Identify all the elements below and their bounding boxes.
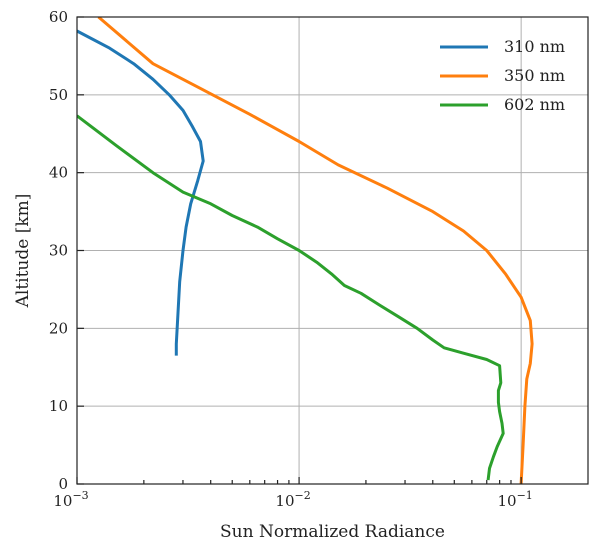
y-tick-label: 10 xyxy=(49,397,68,415)
x-tick-base: 10 xyxy=(275,492,294,510)
grid xyxy=(76,16,588,485)
ticks xyxy=(76,16,522,485)
x-axis-label: Sun Normalized Radiance xyxy=(220,522,445,542)
x-tick-exponent: −1 xyxy=(517,489,533,502)
x-tick-base: 10 xyxy=(53,492,72,510)
series-line-3 xyxy=(77,114,505,481)
legend-label: 350 nm xyxy=(504,66,565,85)
x-tick-label: 10−2 xyxy=(275,489,310,510)
y-tick-label: 50 xyxy=(49,86,68,104)
y-tick-label: 30 xyxy=(49,242,68,260)
y-tick-label: 40 xyxy=(49,164,68,182)
x-tick-label: 10−3 xyxy=(53,489,88,510)
y-tick-label: 0 xyxy=(58,475,68,493)
y-axis-label: Altitude [km] xyxy=(13,194,33,309)
y-tick-label: 60 xyxy=(49,8,68,26)
series-line-2 xyxy=(97,17,534,484)
plot-lines xyxy=(77,17,534,484)
x-tick-label: 10−1 xyxy=(497,489,532,510)
y-tick-labels: 0 10 20 30 40 50 60 xyxy=(49,8,68,493)
legend-label: 310 nm xyxy=(504,37,565,56)
y-tick-label: 20 xyxy=(49,319,68,337)
x-tick-exponent: −2 xyxy=(295,489,311,502)
x-tick-exponent: −3 xyxy=(72,489,88,502)
legend-label: 602 nm xyxy=(504,95,565,114)
series-line-1 xyxy=(77,29,205,356)
legend: 310 nm 350 nm 602 nm xyxy=(440,37,565,114)
x-tick-labels: 10−3 10−2 10−1 xyxy=(53,489,532,510)
x-tick-base: 10 xyxy=(497,492,516,510)
